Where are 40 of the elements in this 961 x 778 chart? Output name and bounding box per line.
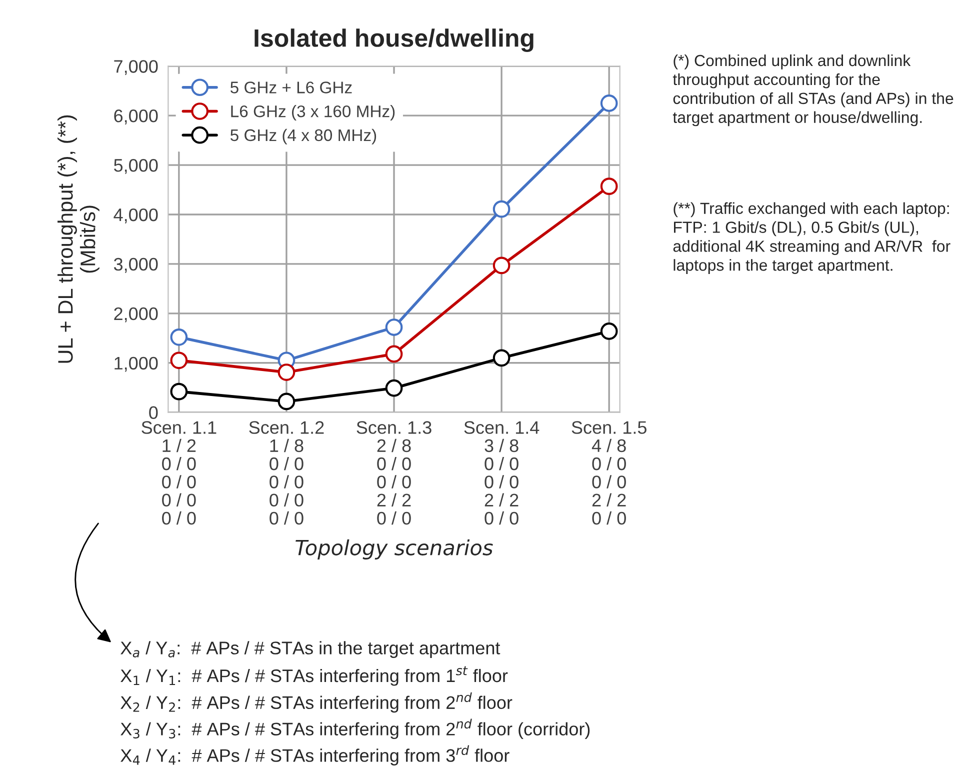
y-tick-label: 1,000 (114, 356, 158, 372)
y-tick-label: 6,000 (114, 110, 158, 124)
text: X$_{a}$ / Y$_{a}$: # APs / # STAs in the target apartment (120, 641, 500, 658)
text: X$_{3}$ / Y$_{3}$: # APs / # STAs interfering from 2$^{nd}$ floor (corridor) (120, 718, 590, 740)
text: X$_{2}$ / Y$_{2}$: # APs / # STAs interfering from 2$^{nd}$ floor (120, 692, 512, 713)
point (385, 379, 403, 397)
x-tick-label: Scen. 1.3 2 / 8 0 / 0 0 / 0 2 / 2 0 / 0 (356, 421, 432, 525)
point (600, 178, 618, 195)
x-axis-title: Topology scenarios (296, 539, 493, 560)
y-tick-label: 4,000 (114, 208, 158, 224)
y-tick-label: 3,000 (114, 258, 158, 273)
point (385, 345, 403, 363)
text: (**) Traffic exchanged with each laptop: FTP: 1 Gbit/s (DL), 0.5 Gbit/s (UL), additional 4K streaming and AR/VR for laptops in the target apartment. (673, 202, 950, 274)
point (170, 382, 188, 400)
point (492, 256, 510, 274)
point (600, 94, 618, 112)
point (600, 322, 618, 340)
point (170, 352, 188, 370)
x-tick-label: Scen. 1.5 4 / 8 0 / 0 0 / 0 2 / 2 0 / 0 (572, 421, 646, 525)
point (278, 364, 296, 381)
y-tick-label: 7,000 (114, 60, 158, 75)
x-tick-label: Scen. 1.2 1 / 8 0 / 0 0 / 0 0 / 0 0 / 0 (249, 421, 324, 525)
point (492, 349, 510, 367)
y-tick-label: 0 (149, 406, 158, 420)
text: X$_{4}$ / Y$_{4}$: # APs / # STAs interfering from 3$^{rd}$ floor (120, 745, 510, 766)
legend-label: 5 GHz + L6 GHz (230, 82, 352, 94)
x-tick-label: Scen. 1.1 1 / 2 0 / 0 0 / 0 0 / 0 0 / 0 (142, 421, 216, 525)
point (170, 328, 188, 346)
text: X$_{1}$ / Y$_{1}$: # APs / # STAs interfering from 1$^{st}$ floor (120, 666, 508, 686)
text: (*) Combined uplink and downlink throughput accounting for the contribution of all STAs (and APs) in the target apartment or house/dwelling. (672, 54, 954, 126)
x-tick-label: Scen. 1.4 3 / 8 0 / 0 0 / 0 2 / 2 0 / 0 (464, 421, 540, 525)
y-tick-label: 2,000 (114, 307, 158, 322)
point (492, 200, 510, 218)
point (278, 392, 296, 410)
legend-label: 5 GHz (4 x 80 MHz) (230, 128, 376, 144)
point (385, 318, 403, 336)
y-axis-title: UL + DL throughput (*), (**) (Mbit/s) (58, 115, 100, 363)
chart-title: Isolated house/dwelling (254, 28, 534, 52)
y-tick-label: 5,000 (114, 158, 158, 174)
legend-label: L6 GHz (3 x 160 MHz) (231, 105, 395, 121)
